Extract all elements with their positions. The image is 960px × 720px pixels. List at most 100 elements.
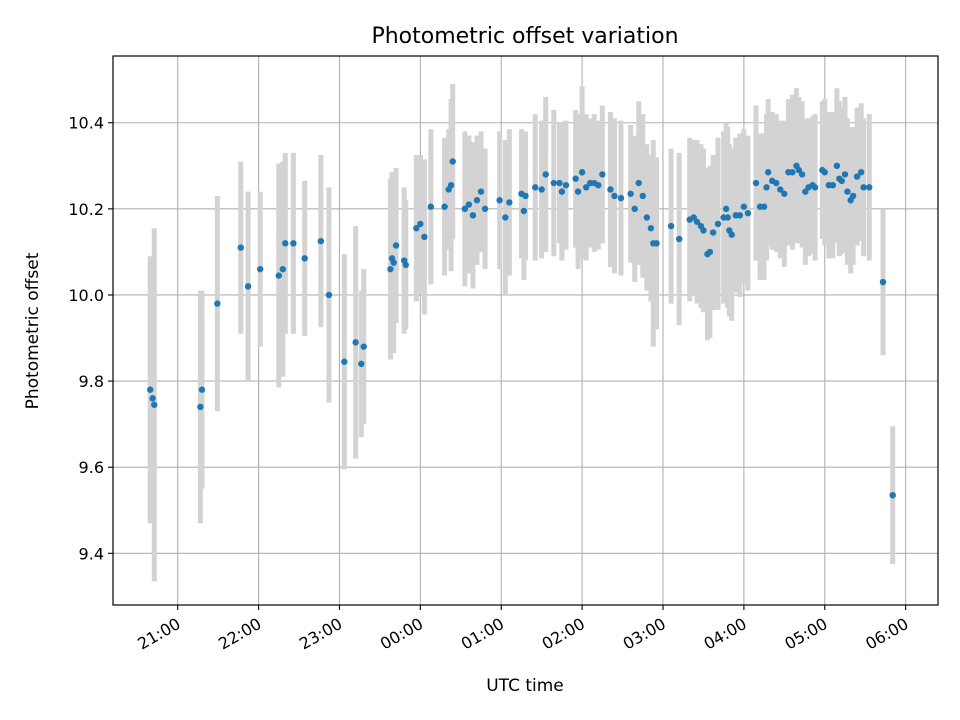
data-point [257,265,264,273]
data-point [578,169,586,176]
data-point [653,240,660,247]
data-point [627,190,634,197]
data-point [607,186,614,193]
data-point [667,222,675,230]
data-point [275,272,283,279]
data-point [736,212,744,219]
data-point [821,169,828,176]
y-tick-label: 9.4 [79,544,104,563]
data-point [417,220,424,228]
data-point [631,205,638,213]
data-point [841,171,849,178]
data-point [317,237,325,245]
y-axis-ticks: 9.4 9.6 9.8 10.0 10.2 10.4 [68,114,113,563]
data-point [635,179,642,187]
data-point [763,184,770,191]
data-point [477,188,485,195]
data-point [390,259,397,266]
data-point [866,184,873,191]
data-point [764,169,772,176]
data-point [879,278,887,286]
data-point [441,203,448,210]
data-point [617,194,625,202]
data-point [151,401,158,408]
data-point [237,244,244,251]
data-point [542,171,549,178]
data-point [502,214,509,221]
data-point [889,492,896,499]
data-point [849,192,857,200]
data-point [522,192,529,200]
data-point [358,360,365,368]
y-tick-label: 10.0 [68,286,104,305]
y-tick-label: 9.8 [79,372,104,391]
data-point [838,177,845,185]
data-point [777,186,784,193]
data-point [360,343,367,350]
data-point [760,203,768,210]
data-point [402,261,409,269]
data-point [413,225,420,232]
data-point [647,225,655,232]
data-point [558,188,566,195]
data-point [844,188,851,195]
data-point [473,197,481,204]
data-point [147,386,154,393]
data-point [860,184,867,191]
data-point [214,300,221,307]
data-point [341,358,348,365]
data-point [709,229,717,236]
data-point [811,184,819,191]
data-point [562,181,570,189]
data-point [853,173,861,180]
data-point [724,214,731,221]
y-axis-label: Photometric offset [23,252,43,409]
data-point [675,235,683,243]
data-point [611,192,618,200]
data-point [781,190,788,197]
x-axis-label: UTC time [486,676,564,696]
y-tick-label: 10.4 [68,114,104,133]
data-point [387,265,394,273]
data-point [538,186,545,193]
data-point [301,255,308,262]
data-point [693,218,701,225]
data-point [392,242,400,249]
data-point [282,240,289,247]
data-point [550,179,558,187]
data-point [829,181,837,189]
data-point [789,169,796,176]
data-point [279,265,287,273]
data-point [427,203,435,210]
data-point [421,233,428,241]
data-point [461,205,469,213]
chart-title: Photometric offset variation [371,24,678,49]
data-point [599,171,606,178]
data-point [833,162,841,169]
data-point [532,184,539,191]
data-point [857,169,865,176]
data-point [572,175,579,182]
data-point [449,158,456,165]
data-point [595,181,602,189]
data-point [752,179,760,187]
data-point [198,386,206,393]
data-point [722,205,730,213]
data-points [147,158,896,499]
y-tick-label: 10.2 [68,200,104,219]
data-point [325,291,333,299]
data-point [773,179,780,187]
data-point [740,203,748,210]
data-point [556,179,563,187]
data-point [496,197,503,204]
data-point [714,220,722,228]
data-point [352,339,359,346]
data-point [447,181,455,189]
data-point [481,205,489,213]
data-point [520,207,528,215]
data-point [574,188,582,195]
plot-frame [112,55,939,606]
data-point [744,209,752,217]
data-point [197,403,204,411]
